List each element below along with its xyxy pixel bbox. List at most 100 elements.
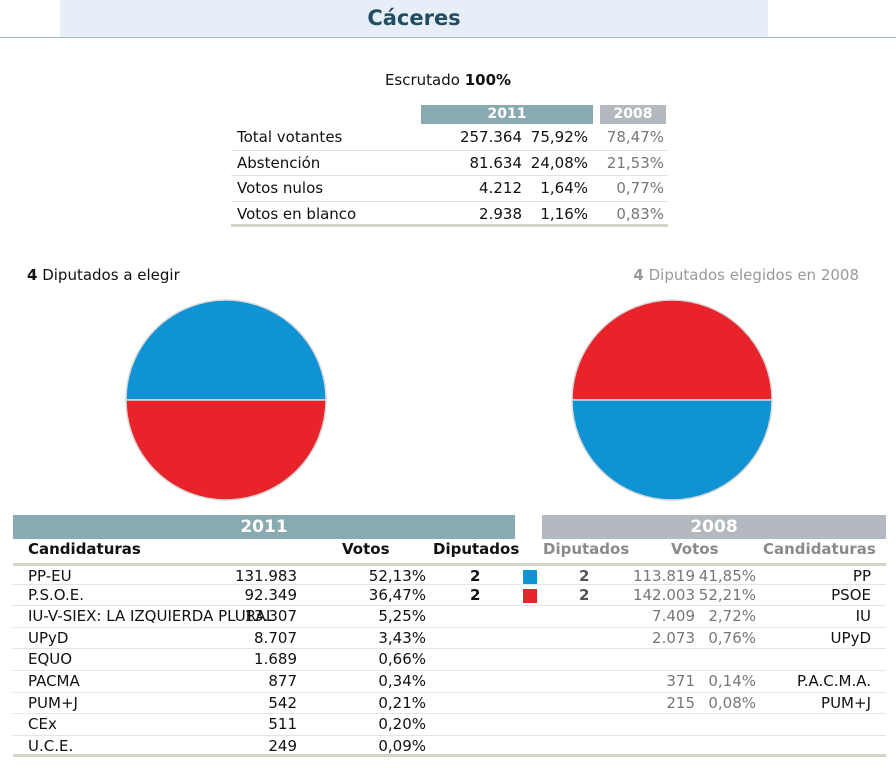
party-votes-2008: 371 <box>666 671 695 690</box>
pie-chart-2008 <box>571 299 773 501</box>
party-name: IU-V-SIEX: LA IZQUIERDA PLURAL <box>28 607 275 626</box>
table-row: IU-V-SIEX: LA IZQUIERDA PLURAL 13.307 5,25… <box>13 606 886 628</box>
col-votos-2008: Votos <box>671 540 719 558</box>
summary-prev-pct: 78,47% <box>606 128 664 146</box>
party-pct: 0,34% <box>378 671 426 690</box>
seats-previous-text: Diputados elegidos en 2008 <box>648 266 859 284</box>
party-name: CEx <box>28 715 57 734</box>
party-votes: 542 <box>268 693 297 712</box>
results-header-2008: 2008 <box>542 515 886 539</box>
seats-previous-label: 4 Diputados elegidos en 2008 <box>633 266 859 284</box>
escrutado-value: 100% <box>464 71 512 89</box>
seats-current-label: 4 Diputados a elegir <box>27 266 180 284</box>
col-candidaturas-2008: Candidaturas <box>763 540 876 558</box>
summary-header-2008: 2008 <box>600 105 666 124</box>
pie-slice-pp-eu <box>125 299 327 401</box>
party-pct-2008: 0,08% <box>708 693 756 712</box>
summary-prev-pct: 0,77% <box>616 179 664 197</box>
table-row: PP-EU 131.983 52,13% 2 2 113.819 41,85% PP <box>13 563 886 585</box>
party-votes: 8.707 <box>254 628 297 647</box>
results-header-2011: 2011 <box>13 515 515 539</box>
party-pct-2008: 2,72% <box>708 607 756 626</box>
summary-label: Abstención <box>237 153 321 172</box>
pie-slice-pp <box>571 399 773 501</box>
summary-label: Votos nulos <box>237 179 324 197</box>
party-pct-2008: 41,85% <box>698 567 756 585</box>
party-pct-2008: 52,21% <box>698 585 756 604</box>
title-divider <box>0 37 896 38</box>
party-votes-2008: 142.003 <box>632 585 695 604</box>
party-color-swatch <box>523 570 537 584</box>
table-row: PACMA 877 0,34% 371 0,14% P.A.C.M.A. <box>13 671 886 693</box>
summary-votes: 2.938 <box>479 204 522 223</box>
party-pct: 36,47% <box>368 585 426 604</box>
party-seats: 2 <box>470 585 481 604</box>
table-row: PUM+J 542 0,21% 215 0,08% PUM+J <box>13 693 886 715</box>
party-name: EQUO <box>28 650 73 669</box>
summary-votes: 81.634 <box>469 153 523 172</box>
party-pct: 3,43% <box>378 628 426 647</box>
summary-row: Total votantes 257.364 75,92% 78,47% <box>231 125 668 151</box>
party-pct: 0,20% <box>378 715 426 734</box>
party-votes-2008: 215 <box>666 693 695 712</box>
party-name: UPyD <box>28 628 69 647</box>
party-name: PACMA <box>28 671 80 690</box>
escrutado-label: Escrutado <box>384 71 460 89</box>
party-votes: 131.983 <box>234 567 297 585</box>
results-table: PP-EU 131.983 52,13% 2 2 113.819 41,85% PP P.S.O… <box>13 563 886 758</box>
party-name: P.S.O.E. <box>28 585 84 604</box>
party-votes: 1.689 <box>254 650 297 669</box>
summary-row: Abstención 81.634 24,08% 21,53% <box>231 151 668 176</box>
party-pct-2008: 0,14% <box>708 671 756 690</box>
table-row: U.C.E. 249 0,09% <box>13 736 886 758</box>
party-name-2008: UPyD <box>830 628 871 647</box>
summary-pct: 1,16% <box>540 204 588 223</box>
party-seats-2008: 2 <box>579 585 590 604</box>
pie-slice-psoe <box>571 299 773 401</box>
party-pct: 0,66% <box>378 650 426 669</box>
page-title: Cáceres <box>60 0 768 37</box>
summary-pct: 24,08% <box>530 153 588 172</box>
summary-row: Votos en blanco 2.938 1,16% 0,83% <box>231 202 668 227</box>
summary-header-2011: 2011 <box>421 105 593 124</box>
pie-slice-p-s-o-e <box>125 399 327 501</box>
summary-prev-pct: 0,83% <box>616 204 664 223</box>
table-row: CEx 511 0,20% <box>13 714 886 736</box>
seats-current-text: Diputados a elegir <box>42 266 180 284</box>
party-color-swatch <box>523 588 537 603</box>
party-name-2008: PUM+J <box>821 693 871 712</box>
summary-row: Votos nulos 4.212 1,64% 0,77% <box>231 176 668 202</box>
party-votes: 92.349 <box>244 585 298 604</box>
col-candidaturas: Candidaturas <box>28 540 141 558</box>
seats-current-count: 4 <box>27 266 38 284</box>
col-votos: Votos <box>342 540 390 558</box>
party-name-2008: IU <box>855 607 871 626</box>
seats-previous-count: 4 <box>633 266 644 284</box>
escrutado-line: Escrutado 100% <box>0 71 896 89</box>
summary-pct: 75,92% <box>530 128 588 146</box>
party-pct: 0,21% <box>378 693 426 712</box>
party-name-2008: P.A.C.M.A. <box>797 671 871 690</box>
col-diputados: Diputados <box>433 540 520 558</box>
party-pct: 5,25% <box>378 607 426 626</box>
summary-label: Total votantes <box>237 128 343 146</box>
party-seats: 2 <box>470 567 481 585</box>
summary-table: Total votantes 257.364 75,92% 78,47% Abstenc… <box>231 125 668 227</box>
party-name-2008: PSOE <box>831 585 871 604</box>
summary-prev-pct: 21,53% <box>606 153 664 172</box>
summary-label: Votos en blanco <box>237 204 357 223</box>
party-votes-2008: 2.073 <box>652 628 695 647</box>
party-votes: 511 <box>268 715 297 734</box>
party-votes: 249 <box>268 736 297 755</box>
summary-votes: 4.212 <box>479 179 522 197</box>
party-pct-2008: 0,76% <box>708 628 756 647</box>
party-votes: 877 <box>268 671 297 690</box>
table-row: UPyD 8.707 3,43% 2.073 0,76% UPyD <box>13 628 886 650</box>
party-name: PP-EU <box>28 567 72 585</box>
col-diputados-2008: Diputados <box>543 540 630 558</box>
party-pct: 52,13% <box>368 567 426 585</box>
table-row: P.S.O.E. 92.349 36,47% 2 2 142.003 52,21% PSOE <box>13 585 886 607</box>
summary-votes: 257.364 <box>459 128 522 146</box>
pie-chart-2011 <box>125 299 327 501</box>
party-seats-2008: 2 <box>579 567 590 585</box>
